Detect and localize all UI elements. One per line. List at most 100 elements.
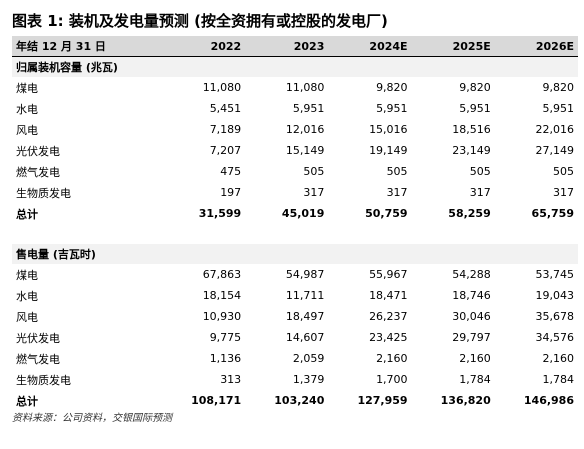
cell: 19,149 (369, 144, 408, 157)
cell: 1,784 (459, 373, 491, 386)
cell (411, 244, 495, 264)
cell: 475 (220, 165, 242, 178)
cell: 9,820 (376, 81, 408, 94)
title: 图表 1: 装机及发电量预测 (按全资拥有或控股的发电厂) (12, 12, 388, 30)
spacer-row (12, 224, 578, 244)
row-label: 生物质发电 (16, 186, 71, 200)
cell: 29,797 (452, 331, 491, 344)
cell: 54,288 (452, 268, 491, 281)
cell (162, 56, 246, 77)
cell: 5,951 (376, 102, 408, 115)
data-row: 煤电 11,080 11,080 9,820 9,820 9,820 (12, 77, 578, 98)
row-label: 风电 (16, 310, 38, 324)
data-row: 光伏发电 7,207 15,149 19,149 23,149 27,149 (12, 140, 578, 161)
total-row: 总计 108,171 103,240 127,959 136,820 146,986 (12, 390, 578, 411)
data-row: 风电 10,930 18,497 26,237 30,046 35,678 (12, 306, 578, 327)
cell: 317 (553, 186, 574, 199)
cell: 9,820 (542, 81, 575, 94)
row-label: 水电 (16, 102, 38, 116)
cell (328, 56, 412, 77)
cell: 197 (220, 186, 242, 199)
cell: 18,497 (285, 310, 325, 323)
cell: 12,016 (285, 123, 325, 136)
row-label: 风电 (16, 123, 38, 137)
cell: 313 (220, 373, 242, 386)
row-label: 燃气发电 (16, 165, 60, 179)
cell (411, 56, 495, 77)
cell: 18,471 (369, 289, 408, 302)
cell: 2022 (162, 36, 246, 57)
cell (162, 224, 245, 244)
cell: 2,160 (376, 352, 408, 365)
cell: 11,080 (285, 81, 325, 94)
cell: 23,425 (369, 331, 408, 344)
cell: 22,016 (535, 123, 575, 136)
cell: 54,987 (285, 268, 325, 281)
cell: 1,700 (376, 373, 408, 386)
cell: 5,951 (459, 102, 491, 115)
cell (495, 224, 578, 244)
data-row: 风电 7,189 12,016 15,016 18,516 22,016 (12, 119, 578, 140)
cell: 1,379 (292, 373, 325, 386)
cell: 2026E (494, 36, 578, 57)
cell: 2,160 (459, 352, 491, 365)
cell: 11,080 (202, 81, 242, 94)
cell: 45,019 (281, 207, 325, 220)
cell: 7,207 (209, 144, 242, 157)
cell: 136,820 (440, 394, 491, 407)
row-label (12, 224, 162, 244)
data-row: 煤电 67,863 54,987 55,967 54,288 53,745 (12, 264, 578, 285)
cell: 505 (469, 165, 491, 178)
data-row: 生物质发电 197 317 317 317 317 (12, 182, 578, 203)
cell: 55,967 (369, 268, 408, 281)
cell: 67,863 (202, 268, 242, 281)
cell (162, 244, 246, 264)
cell: 146,986 (523, 394, 574, 407)
cell (412, 224, 495, 244)
cell: 65,759 (531, 207, 574, 220)
cell: 9,820 (459, 81, 491, 94)
cell: 2024E (328, 36, 412, 57)
cell: 23,149 (452, 144, 491, 157)
cell: 2025E (411, 36, 495, 57)
cell: 14,607 (285, 331, 325, 344)
cell: 2,160 (542, 352, 575, 365)
cell: 27,149 (535, 144, 575, 157)
row-label: 煤电 (16, 81, 38, 95)
section-row: 售电量 (吉瓦时) (12, 244, 578, 264)
row-label: 生物质发电 (16, 373, 71, 387)
source-note: 资料来源：公司资料，交银国际预测 (12, 413, 172, 424)
data-row: 水电 5,451 5,951 5,951 5,951 5,951 (12, 98, 578, 119)
cell: 18,516 (452, 123, 491, 136)
row-label: 售电量 (吉瓦时) (12, 244, 162, 264)
cell: 108,171 (191, 394, 242, 407)
cell: 15,016 (369, 123, 408, 136)
row-label: 煤电 (16, 268, 38, 282)
row-label: 燃气发电 (16, 352, 60, 366)
table-body: 年结 12 月 31 日 2022 2023 2024E 2025E 2026E 归属装机容… (12, 36, 578, 411)
row-label: 光伏发电 (16, 144, 60, 158)
row-label: 光伏发电 (16, 331, 60, 345)
cell: 505 (303, 165, 325, 178)
cell: 317 (469, 186, 491, 199)
cell: 7,189 (209, 123, 242, 136)
cell: 15,149 (285, 144, 325, 157)
data-row: 水电 18,154 11,711 18,471 18,746 19,043 (12, 285, 578, 306)
cell: 505 (386, 165, 408, 178)
data-row: 光伏发电 9,775 14,607 23,425 29,797 34,576 (12, 327, 578, 348)
cell: 53,745 (535, 268, 575, 281)
cell: 58,259 (448, 207, 491, 220)
cell (328, 224, 411, 244)
cell (245, 56, 329, 77)
cell: 19,043 (535, 289, 575, 302)
cell: 2,059 (292, 352, 325, 365)
cell: 1,784 (542, 373, 575, 386)
cell: 5,451 (209, 102, 242, 115)
section-row: 归属装机容量 (兆瓦) (12, 56, 578, 77)
cell: 31,599 (198, 207, 242, 220)
cell: 11,711 (285, 289, 325, 302)
cell (494, 56, 578, 77)
cell: 103,240 (274, 394, 325, 407)
forecast-table: 年结 12 月 31 日 2022 2023 2024E 2025E 2026E 归属装机容… (12, 36, 578, 411)
